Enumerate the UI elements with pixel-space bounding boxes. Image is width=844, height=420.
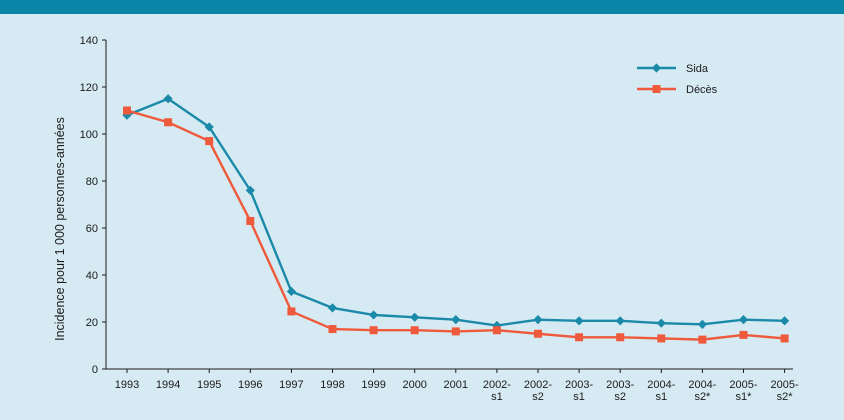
- data-point-diamond: [533, 315, 543, 325]
- data-point-square: [369, 326, 378, 335]
- x-tick-label: 2002-s1: [483, 379, 511, 403]
- x-tick-label: 1993: [115, 379, 139, 391]
- data-point-diamond: [656, 318, 666, 328]
- data-point-diamond: [651, 63, 662, 73]
- data-point-diamond: [780, 316, 790, 326]
- x-tick-label: 2002-s2: [524, 379, 552, 403]
- data-point-diamond: [204, 122, 214, 132]
- data-point-square: [739, 330, 748, 339]
- data-point-square: [657, 334, 666, 343]
- x-tick-label: 1998: [320, 379, 344, 391]
- y-axis-ticks: 0 20 40 60 80 100 120 140: [80, 35, 106, 376]
- data-point-diamond: [492, 320, 502, 331]
- data-point-diamond: [615, 316, 625, 326]
- data-point-diamond: [574, 316, 584, 326]
- series-line: [126, 97, 785, 327]
- x-axis-ticks: 1993 1994 1995 1996 1997 1998 1999 2000 2001 2002…: [115, 369, 799, 403]
- y-tick-label: 80: [86, 176, 98, 188]
- data-point-square: [575, 333, 584, 342]
- legend-label: Décès: [686, 84, 718, 96]
- series-sida: [122, 94, 790, 331]
- data-point-square: [492, 326, 501, 335]
- data-point-square: [652, 85, 661, 93]
- x-tick-label: 2004-s2*: [688, 379, 716, 403]
- data-point-diamond: [410, 312, 420, 322]
- data-point-diamond: [245, 185, 255, 195]
- y-tick-label: 0: [92, 364, 98, 376]
- series-line: [126, 109, 785, 341]
- data-point-diamond: [451, 315, 461, 325]
- y-tick-label: 40: [86, 270, 98, 282]
- header-band: [0, 0, 844, 14]
- x-tick-label: 2005-s1*: [729, 379, 757, 403]
- data-point-diamond: [163, 94, 173, 104]
- x-tick-label: 2003-s2: [606, 379, 634, 403]
- data-point-square: [451, 327, 460, 336]
- data-point-square: [287, 307, 296, 316]
- y-axis-label: Incidence pour 1 000 personnes-années: [53, 117, 67, 341]
- y-tick-label: 120: [80, 82, 98, 94]
- y-tick-label: 140: [80, 35, 98, 47]
- data-point-diamond: [697, 319, 707, 329]
- y-tick-label: 60: [86, 223, 98, 235]
- data-point-square: [123, 106, 131, 115]
- legend-item-sida: Sida: [637, 63, 709, 75]
- data-point-square: [410, 326, 419, 335]
- legend-item-décès: Décès: [637, 84, 718, 96]
- x-tick-label: 1995: [197, 379, 221, 391]
- data-point-diamond: [327, 303, 338, 313]
- series-décès: [123, 106, 789, 344]
- legend-label: Sida: [686, 63, 709, 75]
- x-tick-label: 1997: [279, 379, 303, 391]
- data-point-square: [205, 137, 214, 146]
- x-tick-label: 2004-s1: [647, 379, 675, 403]
- x-tick-label: 1994: [156, 379, 180, 391]
- axes: [105, 40, 793, 370]
- x-tick-label: 1996: [238, 379, 262, 391]
- data-point-square: [698, 335, 707, 344]
- data-point-square: [246, 216, 255, 225]
- x-tick-label: 2005-s2*: [771, 379, 799, 403]
- y-tick-label: 20: [86, 317, 98, 329]
- y-tick-label: 100: [80, 129, 98, 141]
- chart-series: [122, 94, 790, 344]
- data-point-square: [328, 325, 337, 334]
- data-point-square: [164, 118, 173, 127]
- data-point-square: [616, 333, 625, 342]
- x-tick-label: 2001: [444, 379, 468, 391]
- legend: Sida Décès: [637, 63, 718, 96]
- data-point-diamond: [738, 315, 749, 325]
- data-point-diamond: [369, 310, 379, 320]
- x-tick-label: 2003-s1: [565, 379, 593, 403]
- data-point-diamond: [286, 286, 296, 297]
- x-tick-label: 1999: [361, 379, 385, 391]
- x-tick-label: 2000: [402, 379, 426, 391]
- data-point-square: [780, 334, 789, 343]
- data-point-square: [534, 329, 542, 338]
